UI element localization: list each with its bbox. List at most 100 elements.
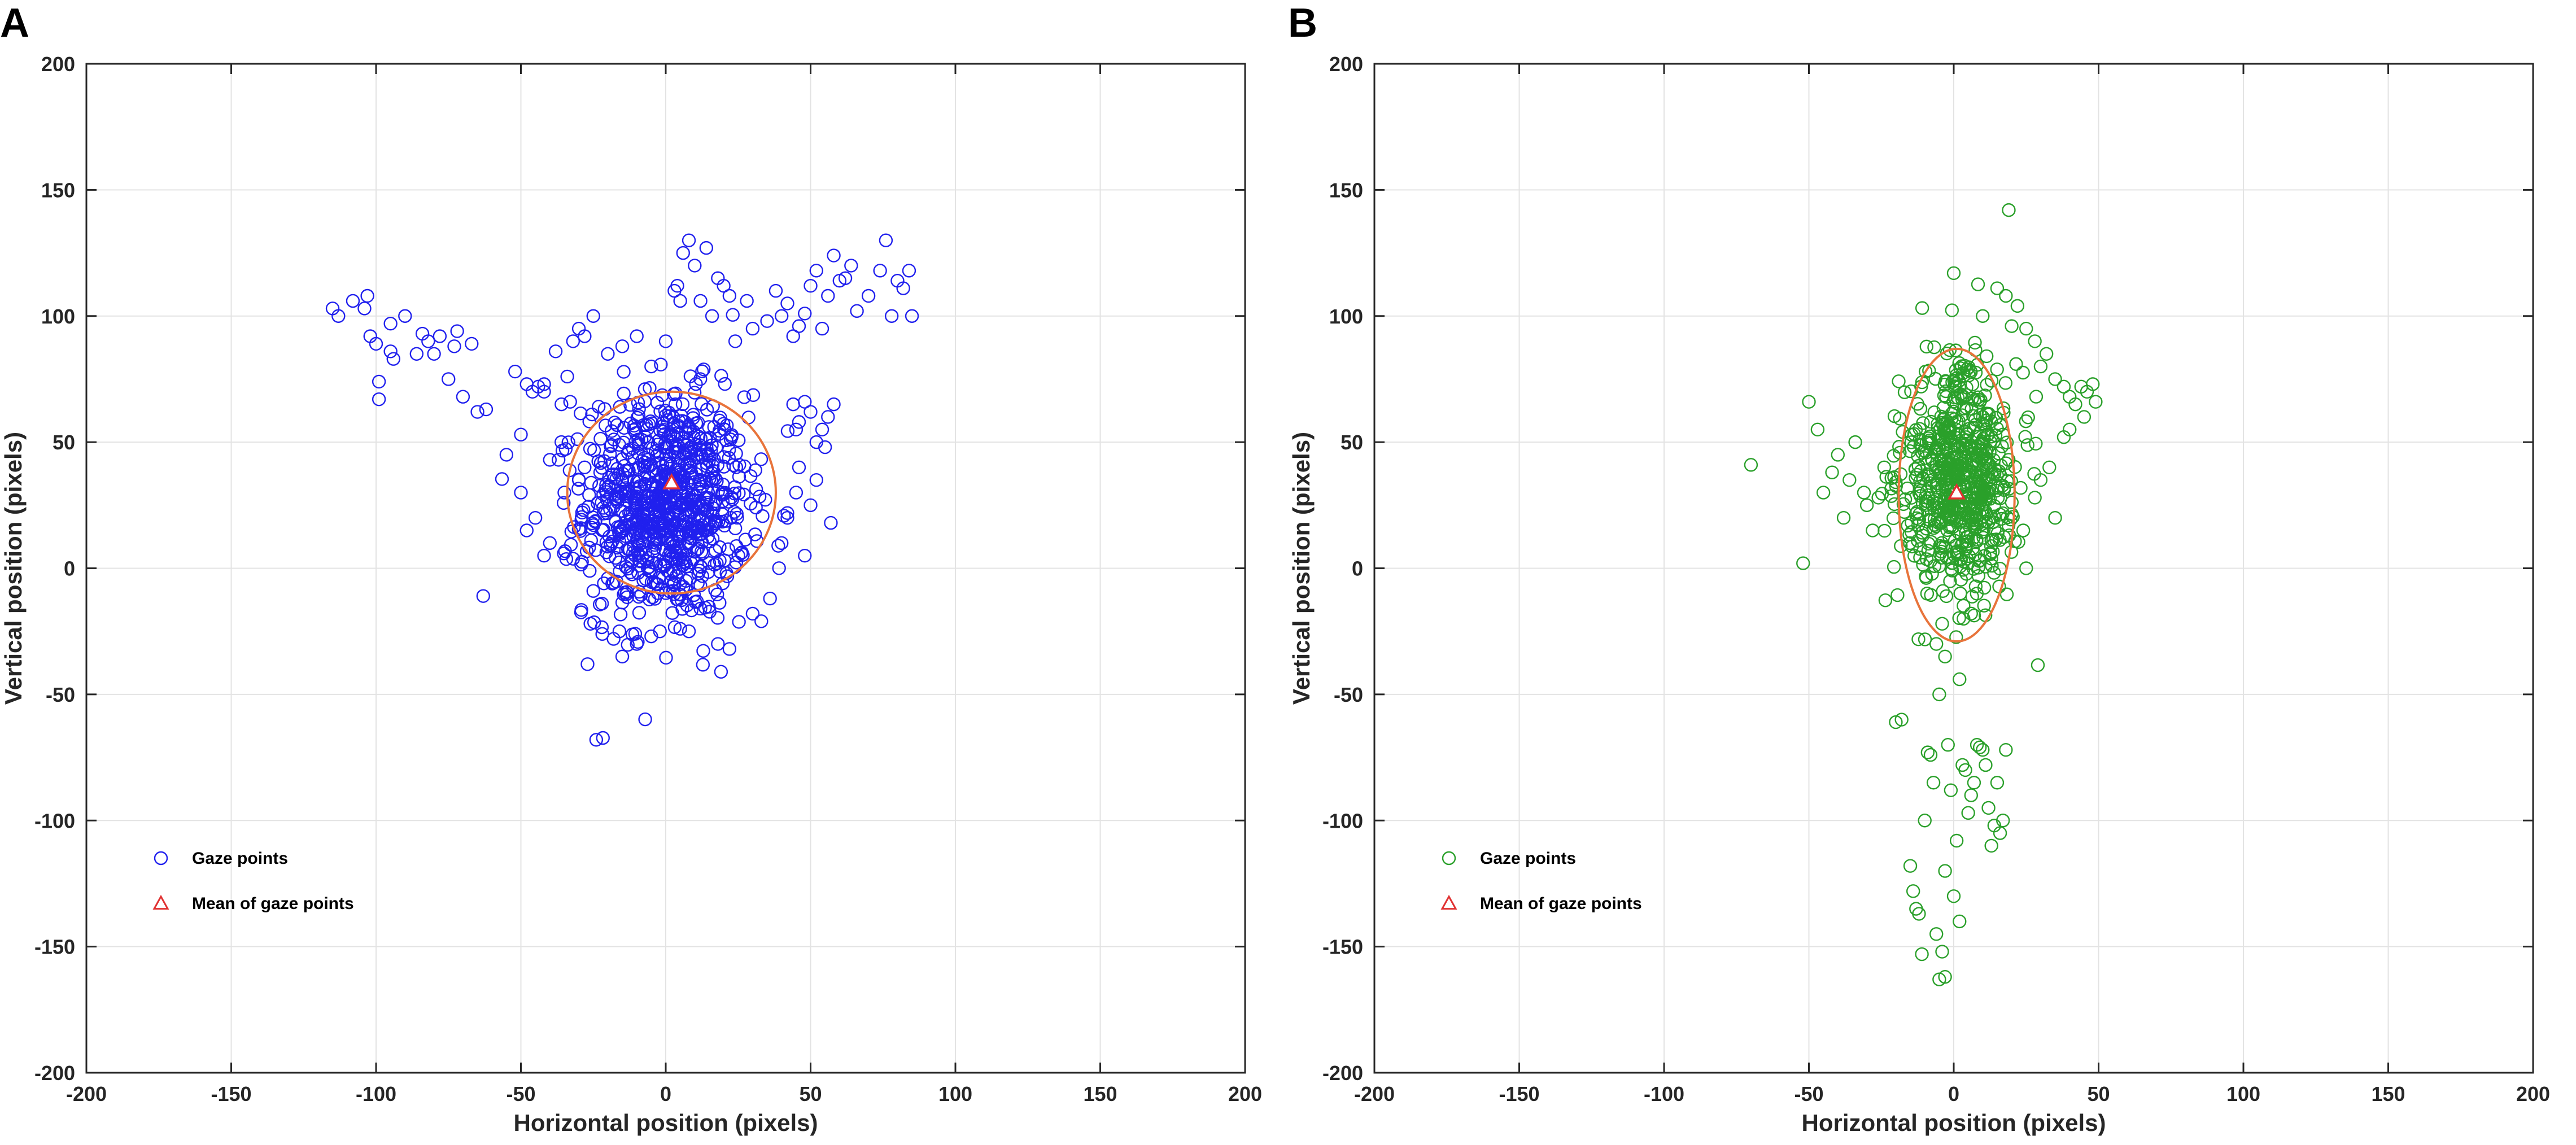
gaze-point xyxy=(1979,470,1993,484)
gaze-point xyxy=(798,395,812,409)
gaze-point xyxy=(1878,593,1893,608)
gaze-point xyxy=(588,514,602,528)
gaze-point xyxy=(675,488,690,503)
gaze-point xyxy=(1915,438,1929,452)
gaze-point xyxy=(727,505,741,519)
gaze-point xyxy=(1900,481,1915,496)
gaze-point xyxy=(1948,539,1963,553)
gaze-point xyxy=(686,425,701,439)
gaze-point xyxy=(732,458,746,472)
gaze-point xyxy=(1890,588,1905,602)
gaze-point xyxy=(1974,393,1988,407)
gaze-point xyxy=(596,731,610,745)
gaze-point xyxy=(1946,395,1961,409)
gaze-point xyxy=(636,574,650,588)
gaze-point xyxy=(582,414,596,429)
gaze-point xyxy=(722,451,736,465)
legend-gaze-label: Gaze points xyxy=(192,849,288,868)
gaze-point xyxy=(470,405,484,419)
gaze-point xyxy=(769,283,783,298)
gaze-point xyxy=(2020,438,2034,452)
y-tick-label: 0 xyxy=(64,557,75,580)
gaze-point xyxy=(1983,435,1997,449)
gaze-point xyxy=(642,499,657,513)
y-tick-label: 50 xyxy=(53,431,75,454)
gaze-point xyxy=(670,438,684,452)
gaze-point xyxy=(673,577,687,591)
gaze-point xyxy=(2010,299,2025,313)
confidence-ellipse xyxy=(1897,347,2016,643)
gaze-point xyxy=(360,289,374,303)
gaze-point xyxy=(1825,465,1839,479)
gaze-point xyxy=(557,496,571,510)
gaze-point xyxy=(1810,422,1825,436)
gaze-point xyxy=(596,506,611,521)
x-tick-label: -150 xyxy=(211,1082,251,1105)
gaze-point xyxy=(1993,826,2007,840)
gaze-point xyxy=(1984,539,1998,553)
gaze-point xyxy=(2077,410,2092,424)
gaze-point xyxy=(804,278,818,293)
gaze-point xyxy=(1926,776,1941,790)
gaze-point xyxy=(693,477,708,491)
gaze-point xyxy=(792,415,806,429)
x-tick-label: 50 xyxy=(799,1082,822,1105)
legend-gaze-label: Gaze points xyxy=(1480,849,1576,868)
gaze-point xyxy=(729,447,743,461)
gaze-points-cluster xyxy=(1875,277,2045,672)
gaze-point xyxy=(691,430,706,444)
gaze-point xyxy=(670,278,684,293)
gaze-point xyxy=(1913,422,1927,436)
legend-mean-icon xyxy=(1440,894,1457,910)
gaze-point xyxy=(1933,488,1948,502)
gaze-point xyxy=(1976,531,1990,545)
y-tick-label: -50 xyxy=(1334,683,1363,706)
gaze-point xyxy=(1947,461,1961,475)
gaze-point xyxy=(2031,658,2045,672)
gaze-point xyxy=(821,410,835,424)
gaze-point xyxy=(583,442,597,456)
x-tick-label: -50 xyxy=(506,1082,535,1105)
x-axis-label: Horizontal position (pixels) xyxy=(1801,1109,2106,1136)
gaze-point xyxy=(714,665,728,679)
gaze-point xyxy=(1984,838,1998,853)
gaze-point xyxy=(586,309,600,323)
gaze-point xyxy=(666,577,680,592)
gaze-point xyxy=(1975,525,1989,539)
gaze-point xyxy=(640,435,654,450)
gaze-point xyxy=(745,321,760,336)
gaze-point xyxy=(1928,445,1942,459)
gaze-point xyxy=(383,316,398,331)
gaze-point xyxy=(433,329,447,343)
gaze-point xyxy=(1918,814,1932,828)
gaze-point xyxy=(693,578,708,593)
gaze-point xyxy=(1945,375,1959,390)
gaze-point xyxy=(508,364,522,379)
gaze-point xyxy=(786,397,800,412)
gaze-point xyxy=(730,506,744,521)
gaze-point xyxy=(861,289,876,303)
gaze-point xyxy=(386,352,400,366)
gaze-point xyxy=(1878,523,1892,538)
gaze-point xyxy=(1977,598,1991,613)
gaze-point xyxy=(1999,742,2013,757)
gaze-points-scattered xyxy=(1744,203,2103,986)
gaze-point xyxy=(357,301,372,316)
gaze-point xyxy=(1978,388,1992,403)
gaze-point xyxy=(1937,506,1951,520)
gaze-point xyxy=(593,431,608,446)
gaze-point xyxy=(693,294,708,308)
gaze-point xyxy=(838,271,853,285)
gaze-point xyxy=(706,519,720,534)
gaze-point xyxy=(737,390,752,404)
gaze-point xyxy=(571,482,586,496)
gaze-point xyxy=(1927,512,1942,527)
gaze-point xyxy=(1929,519,1943,534)
gaze-point xyxy=(1927,340,1941,355)
gaze-point xyxy=(695,397,709,411)
gaze-point xyxy=(672,459,687,473)
gaze-point xyxy=(1933,539,1947,553)
gaze-point xyxy=(456,390,470,404)
gaze-point xyxy=(644,414,658,429)
gaze-point xyxy=(674,409,688,423)
